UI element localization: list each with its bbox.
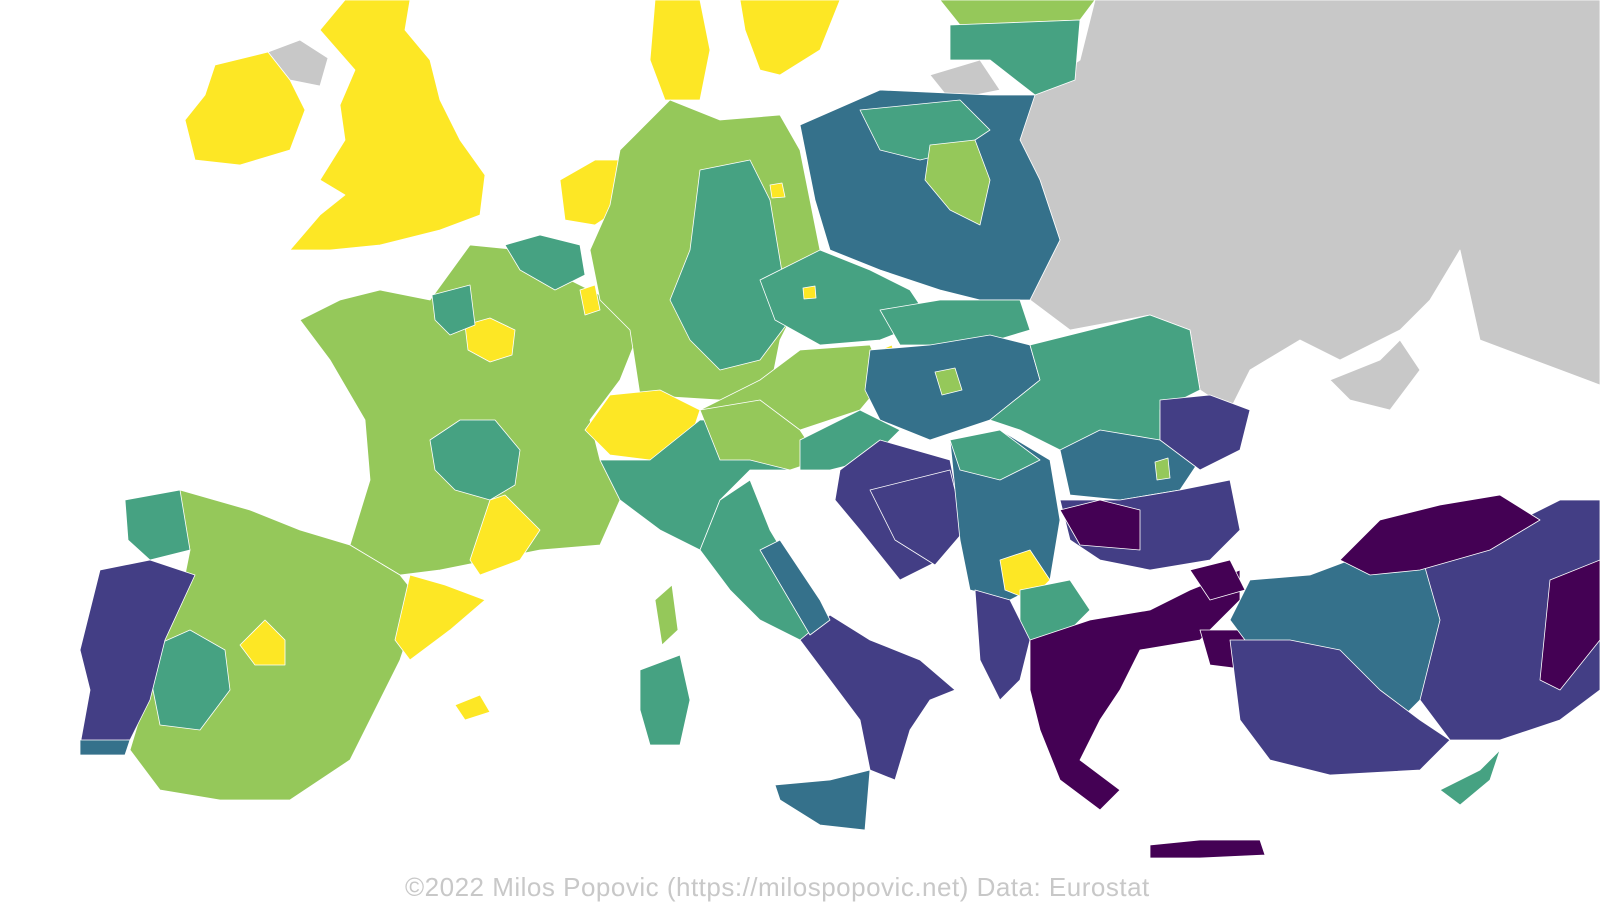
- region-ireland: [184, 51, 306, 166]
- region-romania-south: [1059, 429, 1201, 501]
- region-budapest: [934, 367, 963, 396]
- region-turkey-far-east: [1539, 559, 1600, 691]
- region-sicily: [774, 769, 871, 831]
- region-denmark: [649, 0, 711, 101]
- region-algarve: [79, 739, 131, 756]
- region-bosnia: [869, 469, 966, 566]
- region-madrid: [239, 619, 286, 666]
- region-italy-south: [799, 614, 956, 781]
- region-cyprus: [1439, 749, 1501, 806]
- region-montenegro-albania: [974, 589, 1031, 701]
- region-sardinia: [639, 654, 691, 746]
- region-galicia: [124, 489, 191, 561]
- region-warsaw: [924, 139, 991, 226]
- region-nodata-kaliningrad: [929, 59, 1001, 101]
- region-paris: [464, 317, 516, 363]
- region-bucharest: [1154, 457, 1171, 481]
- region-extremadura: [144, 629, 231, 731]
- region-corsica: [654, 584, 679, 646]
- region-slovakia: [879, 299, 1031, 346]
- region-italy-adriatic: [759, 539, 831, 636]
- map-credit-caption: ©2022 Milos Popovic (https://milospopovi…: [405, 872, 1150, 902]
- region-catalonia: [394, 574, 486, 661]
- region-turkey-north: [1339, 494, 1541, 576]
- region-great-britain: [289, 0, 486, 251]
- region-brittany: [431, 284, 476, 336]
- region-luxembourg: [579, 284, 601, 316]
- region-bulgaria-nw: [1059, 499, 1141, 551]
- region-belgium: [504, 234, 586, 291]
- region-portugal: [79, 559, 196, 746]
- region-sweden-south: [739, 0, 841, 76]
- region-romania-east: [1159, 394, 1251, 471]
- region-vojvodina: [949, 429, 1041, 481]
- region-balearics: [454, 694, 491, 721]
- region-crete: [1149, 839, 1266, 859]
- region-nodata-crimea: [1329, 339, 1421, 411]
- region-poland: [799, 89, 1061, 301]
- region-greece-north: [1029, 569, 1241, 811]
- region-berlin: [769, 182, 786, 199]
- region-occitanie-east: [469, 494, 541, 576]
- region-auvergne: [429, 419, 521, 501]
- region-prague: [802, 285, 817, 300]
- region-germany-east: [669, 159, 791, 371]
